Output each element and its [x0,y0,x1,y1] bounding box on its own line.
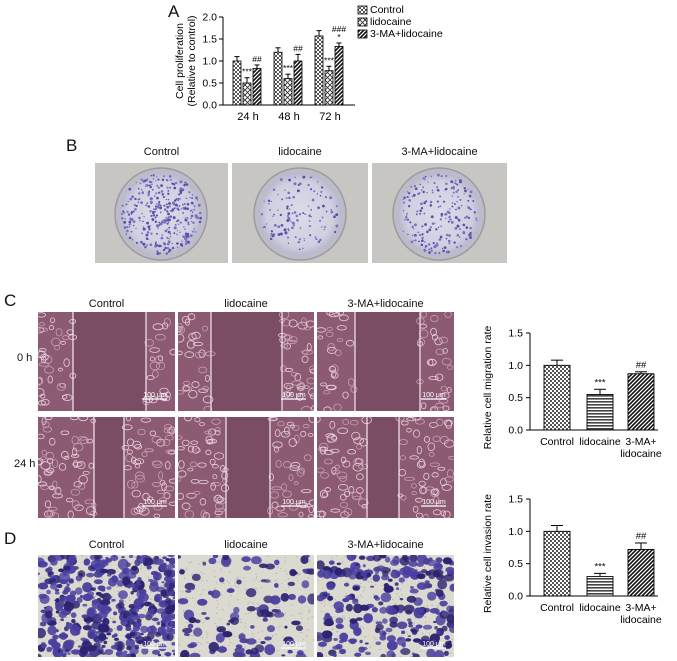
wound-image-control-0h: 100 μm [38,312,175,411]
significance-label: ## [636,360,647,371]
significance-label: *** [594,561,605,572]
bar [324,70,334,106]
y-tick-label: 0.5 [202,78,217,90]
x-tick-label: lidocaine [620,614,662,626]
scale-bar-label: 100 μm [143,499,167,506]
y-tick-label: 0.0 [508,591,523,603]
x-tick-label: lidocaine [579,436,621,448]
legend-swatch [357,29,368,39]
significance-label: ### [332,24,346,34]
panel-letter-b: B [66,136,78,155]
proliferation-chart: 0.0 0.5 1.0 1.5 2.0 Cell proliferation(Relati… [174,5,443,123]
bar [543,530,571,597]
x-tick-label: Control [540,436,574,448]
bar [273,51,283,106]
bar [334,46,344,106]
y-tick-label: 2.0 [202,12,217,24]
scale-bar-label: 100 μm [282,641,306,648]
x-tick-label: 24 h [237,111,258,123]
significance-label: ## [636,531,647,542]
x-tick-label: 3-MA+ [625,602,656,614]
y-tick-label: 0.5 [508,392,523,404]
x-tick-label: 48 h [278,111,299,123]
wound-image-lidocaine-24h: 100 μm [178,417,314,518]
panel-letter-c: C [4,291,17,310]
x-tick-label: 72 h [319,111,340,123]
scale-bar-label: 100 μm [143,392,167,399]
significance-label: *** [283,63,294,73]
bar [242,82,252,106]
wound-image-3ma-0h: 100 μm [317,312,454,411]
significance-label: ## [293,43,303,53]
bar [283,78,293,106]
colony-dish-lidocaine [232,163,368,263]
wound-caption-lidocaine: lidocaine [224,298,268,310]
significance-label: *** [324,55,335,65]
y-axis-label: Relative cell migration rate [482,325,494,449]
invasion-caption-3ma: 3-MA+lidocaine [347,539,424,551]
scale-bar-label: 100 μm [422,499,446,506]
legend-label: 3-MA+lidocaine [370,28,443,40]
bar [232,60,242,106]
y-tick-label: 1.0 [202,56,217,68]
bar [627,548,655,597]
significance-label: *** [594,377,605,388]
y-tick-label: 0.5 [508,558,523,570]
invasion-image-lidocaine: 100 μm [178,555,314,657]
invasion-image-3ma: 100 μm [317,555,454,657]
x-tick-label: lidocaine [579,602,621,614]
y-tick-label: 1.0 [508,526,523,538]
x-tick-label: lidocaine [620,448,662,460]
y-tick-label: 1.5 [508,328,523,340]
x-tick-label: Control [540,602,574,614]
significance-label: * [337,32,341,42]
invasion-chart: 0.0 0.5 1.0 1.5 Relative cell invasion rate C… [482,494,662,627]
y-axis-label: Cell proliferation(Relative to control) [174,15,198,106]
y-tick-label: 1.0 [508,360,523,372]
colony-caption-control: Control [143,146,180,158]
bar [586,393,614,431]
legend-label: Control [370,5,404,16]
colony-caption-lidocaine: lidocaine [278,146,322,158]
legend-label: lidocaine [370,16,412,28]
wound-image-control-24h: 100 μm [38,417,175,518]
scale-bar-label: 100 μm [282,499,306,506]
x-tick-label: 3-MA+ [625,436,656,448]
invasion-caption-lidocaine: lidocaine [224,539,268,551]
wound-caption-control: Control [88,298,125,310]
bar [627,373,655,431]
bar [314,35,324,106]
wound-image-3ma-24h: 100 μm [317,417,454,518]
colony-dish-3ma [372,163,507,263]
legend-swatch [357,5,368,15]
y-axis-label: Relative cell invasion rate [482,494,494,613]
y-tick-label: 0.0 [508,425,523,437]
y-tick-label: 0.0 [202,100,217,112]
invasion-image-control: 100 μm [38,555,175,657]
bar [586,576,614,597]
wound-caption-3ma: 3-MA+lidocaine [347,298,424,310]
scale-bar-label: 100 μm [422,392,446,399]
panel-letter-a: A [168,2,180,21]
bar [543,364,571,431]
scale-bar-label: 100 μm [282,392,306,399]
y-tick-label: 1.5 [202,34,217,46]
colony-dish-control [95,163,228,263]
colony-caption-3ma: 3-MA+lidocaine [401,146,478,158]
legend-swatch [357,17,368,27]
significance-label: ## [252,54,262,64]
panel-letter-d: D [4,529,17,548]
significance-label: *** [242,67,253,77]
scale-bar-label: 100 μm [422,641,446,648]
invasion-caption-control: Control [88,539,125,551]
row-label-0h: 0 h [17,352,33,364]
bar [293,60,303,106]
bar [252,68,262,106]
scale-bar-label: 100 μm [143,641,167,648]
row-label-24h: 24 h [14,458,36,470]
y-tick-label: 1.5 [508,494,523,506]
migration-chart: 0.0 0.5 1.0 1.5 Relative cell migration rate… [482,325,662,460]
wound-image-lidocaine-0h: 100 μm [178,312,314,411]
